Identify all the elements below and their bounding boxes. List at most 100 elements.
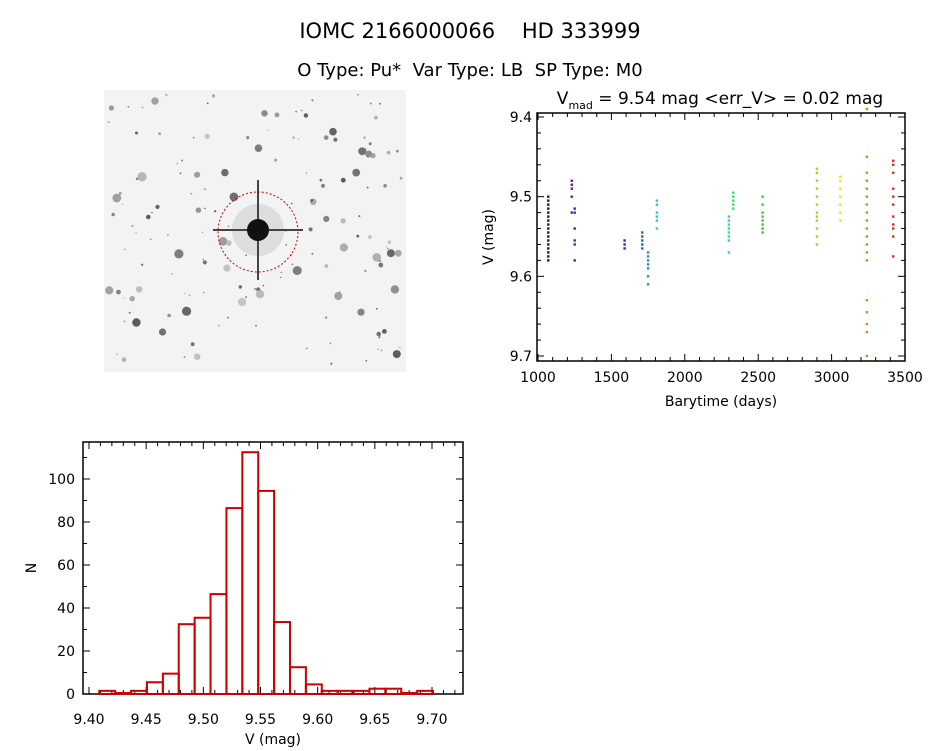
data-point [655,203,659,206]
field-star [334,292,343,300]
field-star [333,137,338,142]
field-star [182,306,192,316]
data-point [547,235,550,238]
field-star [386,246,388,248]
data-point [547,259,550,262]
field-star [370,153,376,159]
histogram-bar [352,689,371,695]
histogram-bar [257,489,276,695]
field-star [155,204,160,209]
field-star [141,106,144,109]
data-point [761,195,764,198]
field-star [392,350,401,359]
field-star [246,136,250,140]
data-point [839,175,842,178]
field-star [369,102,372,105]
field-star [301,109,303,112]
data-point [646,255,650,258]
field-star [255,324,257,327]
field-star [226,240,232,246]
data-point [646,263,650,266]
field-star [176,162,179,165]
field-star [121,357,127,362]
data-point [641,235,644,238]
data-point [839,211,842,214]
field-star [285,244,288,246]
data-point [865,299,869,302]
data-point [623,239,626,242]
data-point [547,203,550,206]
field-star [387,247,389,250]
histogram-bar [416,689,435,695]
field-star [279,276,282,279]
data-point [892,159,895,163]
field-star [306,347,308,350]
field-star [158,328,167,336]
x-tick-label: 3000 [814,370,850,386]
light-curve-plot: Vmad = 9.54 mag <err_V> = 0.02 mag Baryt… [481,89,923,410]
field-star [158,132,162,136]
histogram-bar [400,692,419,695]
field-star [376,331,382,337]
data-point [892,203,895,206]
data-point [655,227,659,230]
data-point [547,239,550,242]
field-star [184,292,186,295]
data-point [865,171,869,174]
data-point [839,187,842,190]
star-field-image [104,90,406,372]
field-star [352,168,361,177]
field-star [245,296,247,298]
data-point [865,203,869,206]
field-star [340,218,346,224]
y-tick-label: 9.6 [510,269,532,285]
data-point [815,227,819,230]
histogram-bar [130,689,148,695]
field-star [167,234,169,236]
field-star [380,349,383,352]
field-star [290,254,293,256]
histogram-bar [320,689,339,695]
figure-title: IOMC 2166000066 HD 333999 [299,19,640,43]
data-point [865,107,869,111]
field-star [372,252,382,262]
field-star [329,342,332,345]
field-star [221,168,229,177]
histogram-bar [161,672,180,696]
field-star [149,238,152,241]
data-point [761,223,764,226]
field-star [378,262,384,268]
field-star [211,94,216,98]
data-point [547,199,550,202]
field-star [118,191,122,195]
field-star [374,115,378,120]
field-star [202,291,205,294]
field-star [137,172,147,182]
data-point [646,267,650,270]
field-star [195,207,202,213]
field-star [365,150,373,158]
field-star [214,210,217,213]
data-point [815,203,819,206]
data-point [892,187,895,190]
data-point [815,215,819,218]
field-star [202,258,204,261]
data-point [761,219,764,222]
field-star [364,269,367,272]
field-star [135,131,138,135]
field-star [183,356,186,358]
x-tick-label: 9.60 [302,712,333,728]
data-point [732,191,735,194]
field-star [204,188,206,190]
data-point [727,235,731,238]
field-star [227,316,230,319]
field-star [127,105,130,108]
data-point [815,171,819,174]
data-point [547,195,550,198]
field-star [116,289,121,295]
x-tick-label: 2500 [740,370,776,386]
field-star [365,359,368,362]
histogram-bar [241,451,260,696]
field-star [366,186,369,189]
